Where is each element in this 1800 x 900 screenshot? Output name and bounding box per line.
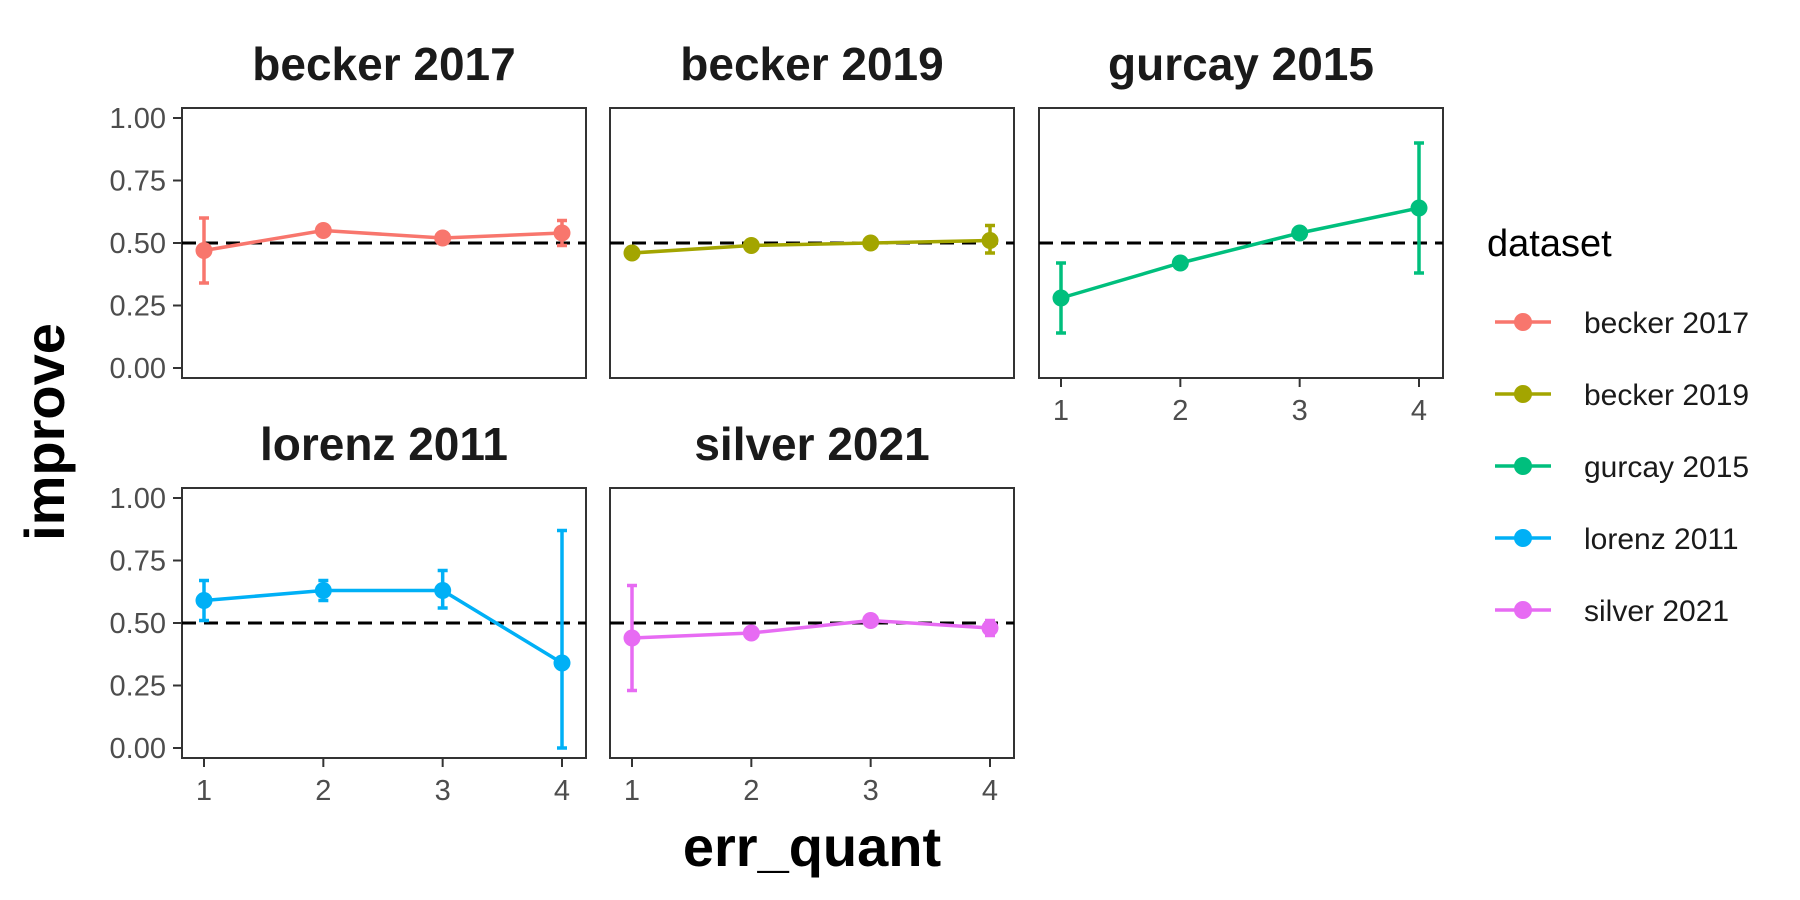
panel-becker-2017: becker 2017 0.00 0.25 0.50 0.75 1.00 bbox=[110, 38, 587, 385]
y-tick-label: 0.75 bbox=[110, 546, 166, 578]
series-line bbox=[203, 588, 563, 665]
data-point bbox=[434, 582, 452, 599]
data-point bbox=[314, 222, 332, 239]
panel-lorenz-2011: lorenz 2011 0.00 0.25 0.50 0.75 1.00 1 2 3 4 bbox=[110, 418, 587, 807]
data-point bbox=[742, 624, 760, 642]
legend-key-point bbox=[1514, 457, 1532, 475]
x-tick-label: 1 bbox=[624, 775, 640, 807]
legend-item-becker-2017: becker 2017 bbox=[1495, 307, 1749, 340]
series-line bbox=[1060, 206, 1420, 300]
panel-title: silver 2021 bbox=[694, 418, 929, 470]
legend-label: becker 2019 bbox=[1584, 379, 1749, 412]
panel-title: becker 2019 bbox=[680, 38, 943, 90]
panel-title: lorenz 2011 bbox=[260, 418, 508, 470]
x-tick-label: 2 bbox=[1172, 395, 1188, 427]
data-point bbox=[1052, 289, 1070, 307]
legend-item-gurcay-2015: gurcay 2015 bbox=[1495, 451, 1749, 484]
legend-item-lorenz-2011: lorenz 2011 bbox=[1495, 523, 1739, 556]
legend-label: gurcay 2015 bbox=[1584, 451, 1749, 484]
x-tick-label: 4 bbox=[982, 775, 998, 807]
data-point bbox=[981, 619, 999, 637]
x-tick-label: 1 bbox=[1053, 395, 1069, 427]
legend-label: silver 2021 bbox=[1584, 595, 1729, 628]
panel-gurcay-2015: gurcay 2015 1 2 3 4 bbox=[1038, 38, 1444, 427]
legend-label: lorenz 2011 bbox=[1584, 523, 1739, 556]
legend-item-becker-2019: becker 2019 bbox=[1495, 379, 1749, 412]
data-point bbox=[981, 232, 999, 249]
y-tick-label: 0.50 bbox=[110, 608, 166, 640]
panel-title: gurcay 2015 bbox=[1108, 38, 1374, 90]
data-point bbox=[434, 229, 452, 247]
y-tick-label: 0.25 bbox=[110, 291, 166, 323]
legend-label: becker 2017 bbox=[1584, 307, 1749, 340]
legend-key-point bbox=[1514, 385, 1532, 403]
data-point bbox=[862, 234, 880, 252]
panel-silver-2021: silver 2021 1 2 3 4 bbox=[609, 418, 1015, 807]
legend-item-silver-2021: silver 2021 bbox=[1495, 595, 1729, 628]
x-tick-label: 3 bbox=[1292, 395, 1308, 427]
data-point bbox=[553, 654, 571, 672]
y-tick-label: 0.00 bbox=[110, 353, 166, 385]
x-tick-label: 3 bbox=[863, 775, 879, 807]
legend: dataset becker 2017 becker 2019 gurcay 201… bbox=[1487, 223, 1749, 628]
x-tick-label: 2 bbox=[315, 775, 331, 807]
y-tick-label: 0.50 bbox=[110, 228, 166, 260]
data-point bbox=[1410, 199, 1428, 217]
legend-key-point bbox=[1514, 601, 1532, 619]
series-line bbox=[631, 238, 991, 255]
y-tick-label: 0.00 bbox=[110, 733, 166, 765]
x-tick-label: 4 bbox=[1411, 395, 1427, 427]
panel-title: becker 2017 bbox=[252, 38, 515, 90]
data-point bbox=[742, 237, 760, 254]
data-point bbox=[623, 629, 641, 647]
data-point bbox=[1291, 224, 1309, 242]
x-tick-label: 3 bbox=[435, 775, 451, 807]
series-line bbox=[631, 618, 991, 640]
data-point bbox=[195, 242, 213, 259]
y-tick-label: 1.00 bbox=[110, 103, 166, 135]
y-tick-label: 0.25 bbox=[110, 671, 166, 703]
data-point bbox=[553, 224, 571, 242]
y-tick-label: 1.00 bbox=[110, 483, 166, 515]
legend-title: dataset bbox=[1487, 223, 1612, 265]
x-tick-label: 1 bbox=[196, 775, 212, 807]
y-axis-title: improve bbox=[13, 323, 76, 541]
legend-key-point bbox=[1514, 313, 1532, 331]
series-line bbox=[203, 228, 563, 253]
y-tick-label: 0.75 bbox=[110, 166, 166, 198]
x-axis-title: err_quant bbox=[683, 815, 941, 878]
x-tick-label: 4 bbox=[554, 775, 570, 807]
data-point bbox=[862, 612, 880, 629]
data-point bbox=[623, 244, 641, 262]
panel-becker-2019: becker 2019 bbox=[609, 38, 1015, 379]
data-point bbox=[195, 592, 213, 609]
data-point bbox=[314, 582, 332, 599]
data-point bbox=[1171, 254, 1189, 272]
legend-key-point bbox=[1514, 529, 1532, 547]
x-tick-label: 2 bbox=[743, 775, 759, 807]
